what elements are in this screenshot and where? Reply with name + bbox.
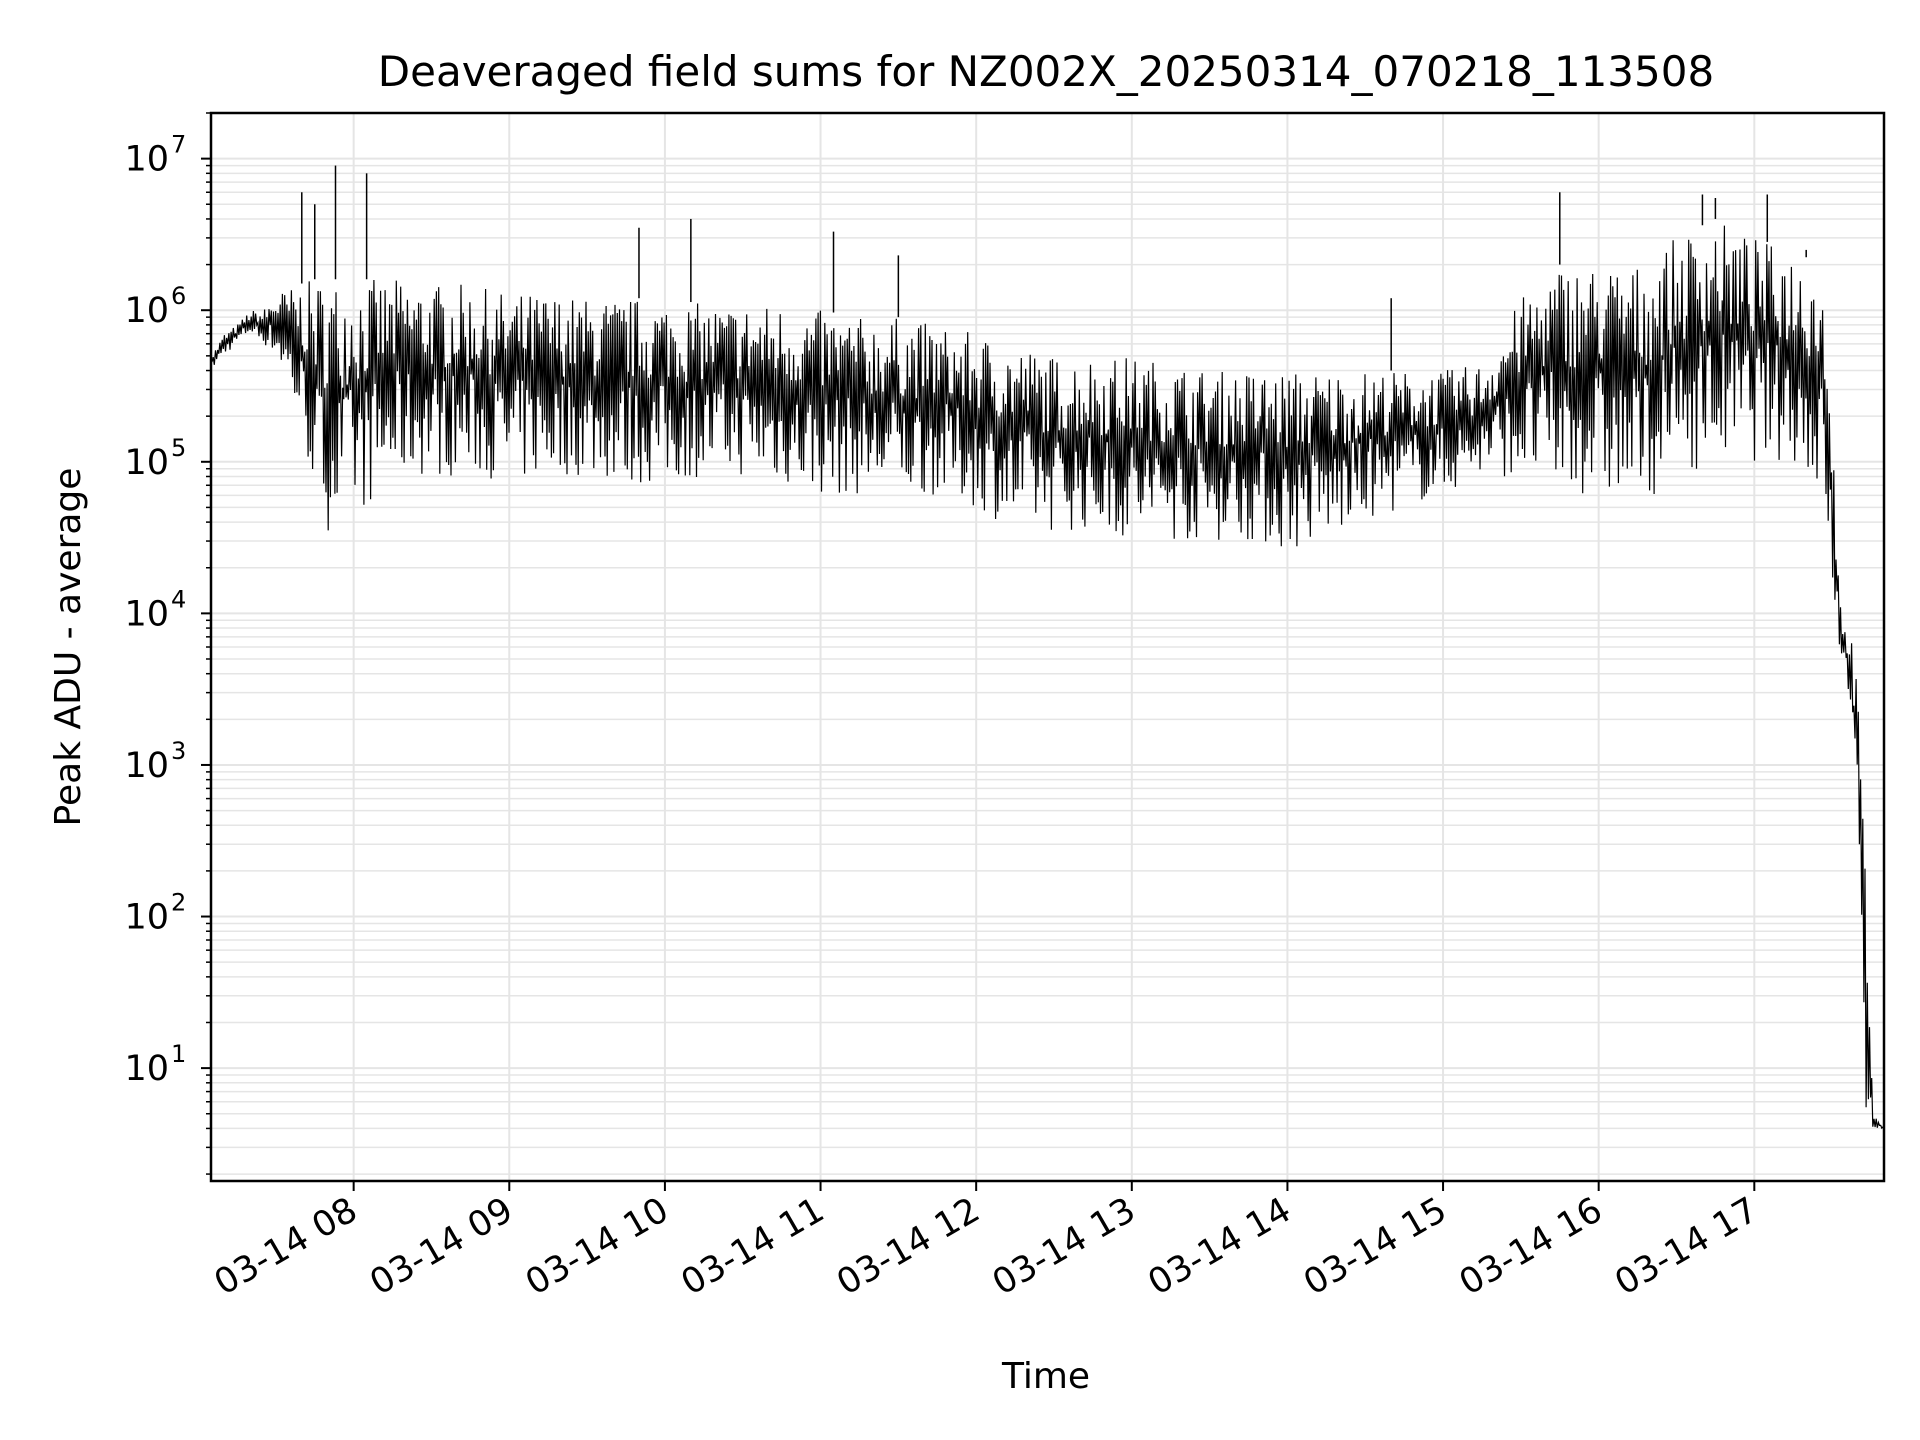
y-tick-label: 10 xyxy=(124,1049,169,1089)
x-tick-label: 03-14 14 xyxy=(1142,1190,1298,1303)
x-axis: 03-14 08 03-14 09 03-14 10 03-14 11 03-14 12… xyxy=(208,1181,1765,1303)
x-tick-label: 03-14 17 xyxy=(1609,1190,1765,1303)
y-tick-exponent: 6 xyxy=(171,282,186,310)
y-tick-exponent: 3 xyxy=(171,737,186,765)
y-tick-exponent: 5 xyxy=(171,434,186,462)
y-tick-label: 10 xyxy=(124,443,169,483)
x-tick-label: 03-14 10 xyxy=(519,1190,675,1303)
y-tick-label: 10 xyxy=(124,291,169,331)
x-tick-label: 03-14 12 xyxy=(830,1190,986,1303)
y-tick-exponent: 1 xyxy=(171,1040,186,1068)
y-tick-exponent: 4 xyxy=(171,585,186,613)
y-tick-exponent: 2 xyxy=(171,889,186,917)
y-tick-exponent: 7 xyxy=(171,131,186,159)
x-tick-label: 03-14 09 xyxy=(363,1190,519,1303)
x-tick-label: 03-14 13 xyxy=(986,1190,1142,1303)
x-tick-label: 03-14 15 xyxy=(1297,1190,1453,1303)
y-tick-label: 10 xyxy=(124,594,169,634)
x-tick-label: 03-14 08 xyxy=(208,1190,364,1303)
x-tick-label: 03-14 16 xyxy=(1453,1190,1609,1303)
y-axis-label: Peak ADU - average xyxy=(48,468,89,827)
y-tick-label: 10 xyxy=(124,140,169,180)
grid xyxy=(211,112,1884,1181)
y-tick-label: 10 xyxy=(124,746,169,786)
x-axis-label: Time xyxy=(1001,1356,1090,1397)
chart-title: Deaveraged field sums for NZ002X_2025031… xyxy=(378,47,1714,96)
series-line xyxy=(210,225,1885,1130)
data-series xyxy=(210,165,1885,1130)
y-tick-label: 10 xyxy=(124,898,169,938)
x-tick-label: 03-14 11 xyxy=(675,1190,831,1303)
